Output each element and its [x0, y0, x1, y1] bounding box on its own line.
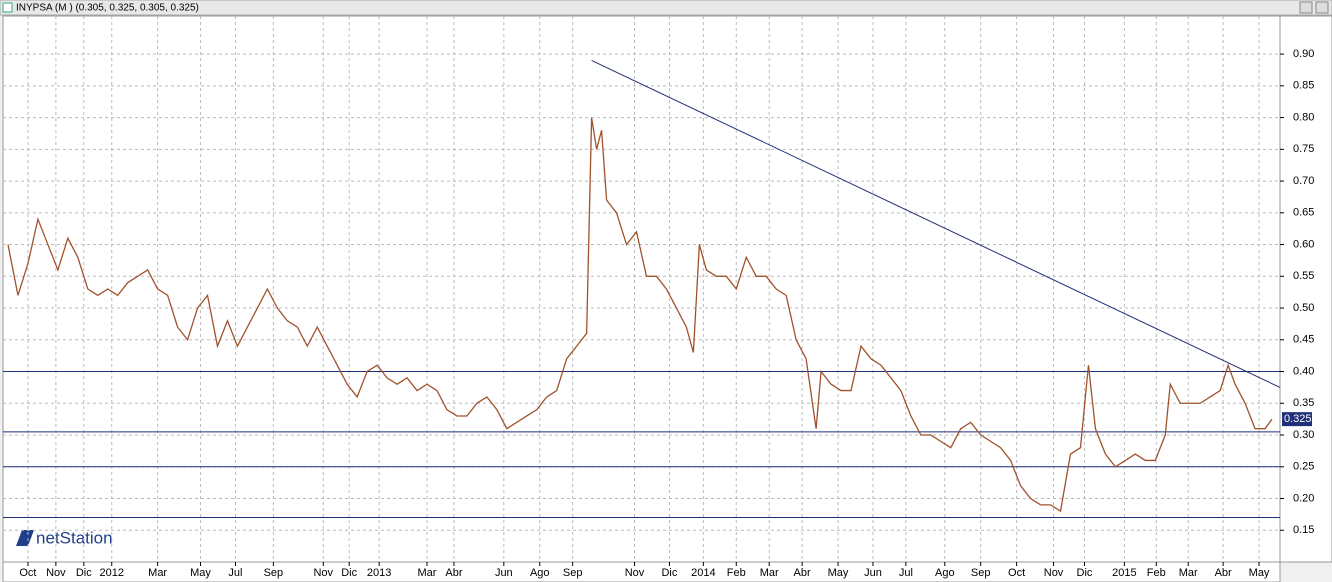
y-tick-label: 0.55	[1293, 270, 1314, 282]
x-tick-label: Abr	[794, 567, 811, 579]
x-tick-label: 2012	[100, 567, 124, 579]
x-axis-area	[2, 561, 1281, 582]
x-tick-label: Abr	[445, 567, 462, 579]
x-tick-label: Sep	[563, 567, 583, 579]
y-tick-label: 0.30	[1293, 429, 1314, 441]
y-tick-label: 0.40	[1293, 365, 1314, 377]
window-button[interactable]	[1315, 1, 1329, 14]
x-tick-label: Feb	[727, 567, 746, 579]
x-tick-label: Dic	[661, 567, 677, 579]
y-tick-label: 0.25	[1293, 461, 1314, 473]
x-tick-label: May	[828, 567, 849, 579]
x-tick-label: Dic	[76, 567, 92, 579]
x-tick-label: Dic	[341, 567, 357, 579]
trend-line	[591, 59, 1281, 388]
x-tick-label: Jul	[228, 567, 242, 579]
y-tick-label: 0.35	[1293, 397, 1314, 409]
x-tick-label: Feb	[1147, 567, 1166, 579]
y-tick-label: 0.85	[1293, 80, 1314, 92]
y-tick-label: 0.20	[1293, 492, 1314, 504]
logo-icon	[16, 530, 34, 546]
y-tick-label: 0.50	[1293, 302, 1314, 314]
x-tick-label: Nov	[313, 567, 333, 579]
x-tick-label: Sep	[264, 567, 284, 579]
last-value-label: 0.325	[1284, 413, 1312, 425]
x-tick-label: Mar	[418, 567, 437, 579]
chart-title: INYPSA (M ) (0.305, 0.325, 0.305, 0.325)	[16, 3, 199, 14]
x-tick-label: Nov	[625, 567, 645, 579]
y-axis-area	[1279, 15, 1332, 563]
x-tick-label: Oct	[1008, 567, 1025, 579]
x-tick-label: Dic	[1077, 567, 1093, 579]
y-tick-label: 0.15	[1293, 524, 1314, 536]
x-tick-label: 2014	[691, 567, 715, 579]
y-tick-label: 0.65	[1293, 207, 1314, 219]
x-tick-label: Jun	[495, 567, 513, 579]
x-tick-label: Oct	[19, 567, 36, 579]
x-tick-label: Jun	[864, 567, 882, 579]
x-tick-label: 2013	[367, 567, 391, 579]
x-tick-label: Ago	[530, 567, 550, 579]
x-tick-label: Sep	[971, 567, 991, 579]
y-tick-label: 0.45	[1293, 334, 1314, 346]
plot-area	[2, 15, 1281, 563]
window-button[interactable]	[1299, 1, 1313, 14]
x-tick-label: Nov	[1044, 567, 1064, 579]
x-tick-label: May	[1249, 567, 1270, 579]
y-tick-label: 0.75	[1293, 143, 1314, 155]
x-tick-label: Nov	[46, 567, 66, 579]
x-tick-label: Mar	[1179, 567, 1198, 579]
x-tick-label: Mar	[148, 567, 167, 579]
y-tick-label: 0.90	[1293, 48, 1314, 60]
title-bar	[0, 0, 1332, 16]
logo-text: netStation	[36, 528, 113, 547]
price-line	[7, 117, 1273, 513]
x-tick-label: Mar	[760, 567, 779, 579]
chart-icon	[2, 2, 13, 13]
last-value-box	[1282, 412, 1312, 427]
x-tick-label: May	[190, 567, 211, 579]
y-tick-label: 0.80	[1293, 111, 1314, 123]
x-tick-label: Abr	[1215, 567, 1232, 579]
y-tick-label: 0.60	[1293, 238, 1314, 250]
x-tick-label: Ago	[935, 567, 955, 579]
y-tick-label: 0.70	[1293, 175, 1314, 187]
logo: netStation	[16, 528, 113, 547]
x-tick-label: Jul	[899, 567, 913, 579]
x-tick-label: 2015	[1112, 567, 1136, 579]
